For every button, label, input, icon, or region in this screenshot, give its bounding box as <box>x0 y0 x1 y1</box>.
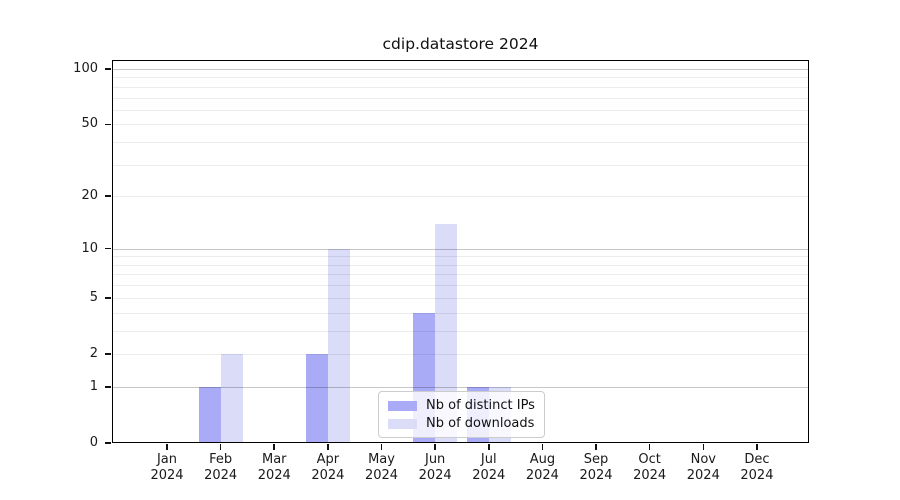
y-tick-label-2: 2 <box>89 345 98 361</box>
y-tick-mark-50 <box>105 123 111 126</box>
x-tick-label-jun: Jun 2024 <box>418 452 452 483</box>
y-tick-label-20: 20 <box>81 188 98 204</box>
gridline-minor-90 <box>112 77 809 79</box>
x-tick-label-feb: Feb 2024 <box>204 452 238 483</box>
gridline-major-100 <box>112 69 809 70</box>
legend-item-downloads: Nb of downloads <box>388 416 535 431</box>
y-tick-label-1: 1 <box>89 378 98 394</box>
x-tick-label-dec: Dec 2024 <box>740 452 774 483</box>
x-tick-label-mar: Mar 2024 <box>257 452 291 483</box>
bar-distinct-ips-apr <box>305 353 328 443</box>
y-tick-label-10: 10 <box>81 240 98 256</box>
x-tick-label-jan: Jan 2024 <box>150 452 184 483</box>
bar-downloads-feb <box>220 353 243 443</box>
x-tick-mark-feb <box>219 444 222 450</box>
x-tick-mark-mar <box>273 444 276 450</box>
y-tick-label-5: 5 <box>89 289 98 305</box>
x-tick-mark-apr <box>327 444 329 450</box>
gridline-minor-3 <box>112 330 809 332</box>
plot-frame <box>112 60 809 443</box>
x-tick-label-oct: Oct 2024 <box>633 452 667 483</box>
x-tick-mark-sep <box>595 444 597 450</box>
gridline-minor-60 <box>112 109 809 111</box>
gridline-minor-4 <box>112 312 809 314</box>
legend-item-distinct-ips: Nb of distinct IPs <box>388 398 535 413</box>
x-tick-mark-jan <box>166 444 168 450</box>
legend-swatch-distinct-ips <box>388 400 417 411</box>
x-tick-mark-oct <box>648 444 651 450</box>
y-tick-mark-1 <box>105 386 111 388</box>
legend-label-distinct-ips: Nb of distinct IPs <box>426 398 535 413</box>
gridline-major-1 <box>112 386 809 388</box>
legend: Nb of distinct IPs Nb of downloads <box>378 391 545 438</box>
bar-downloads-apr <box>327 248 350 443</box>
legend-label-downloads: Nb of downloads <box>426 416 535 431</box>
gridline-minor-6 <box>112 285 809 287</box>
gridline-minor-40 <box>112 142 809 144</box>
chart-title: cdip.datastore 2024 <box>382 35 539 53</box>
bar-downloads-jun <box>435 223 458 443</box>
y-tick-label-100: 100 <box>73 61 98 76</box>
gridline-minor-70 <box>112 97 809 99</box>
y-tick-label-0: 0 <box>89 435 98 450</box>
x-tick-mark-jul <box>487 444 490 450</box>
gridline-minor-7 <box>112 274 809 276</box>
x-tick-label-apr: Apr 2024 <box>311 452 345 483</box>
x-tick-mark-may <box>380 444 383 450</box>
legend-swatch-downloads <box>388 418 417 429</box>
gridline-minor-8 <box>112 264 809 266</box>
y-tick-label-50: 50 <box>81 116 98 132</box>
gridline-major-10 <box>112 248 809 250</box>
gridline-minor-2 <box>112 353 809 355</box>
y-tick-mark-5 <box>105 296 111 299</box>
x-tick-label-jul: Jul 2024 <box>472 452 506 483</box>
y-tick-mark-20 <box>105 195 111 198</box>
x-tick-mark-dec <box>756 444 758 450</box>
bar-distinct-ips-feb <box>198 386 221 443</box>
x-tick-label-may: May 2024 <box>364 452 399 483</box>
x-tick-mark-aug <box>541 444 544 450</box>
x-tick-mark-nov <box>702 444 705 450</box>
x-tick-label-sep: Sep 2024 <box>579 452 613 483</box>
x-tick-mark-jun <box>434 444 436 450</box>
x-tick-label-aug: Aug 2024 <box>525 452 559 483</box>
gridline-minor-9 <box>112 256 809 258</box>
gridline-minor-50 <box>112 124 809 126</box>
y-tick-mark-2 <box>105 353 111 355</box>
gridline-minor-5 <box>112 297 809 299</box>
gridline-minor-20 <box>112 196 809 198</box>
y-tick-mark-10 <box>105 247 111 250</box>
y-tick-mark-100 <box>105 68 111 70</box>
x-tick-label-nov: Nov 2024 <box>686 452 720 483</box>
gridline-minor-80 <box>112 86 809 88</box>
gridline-minor-30 <box>112 164 809 166</box>
y-tick-mark-0 <box>105 442 111 444</box>
